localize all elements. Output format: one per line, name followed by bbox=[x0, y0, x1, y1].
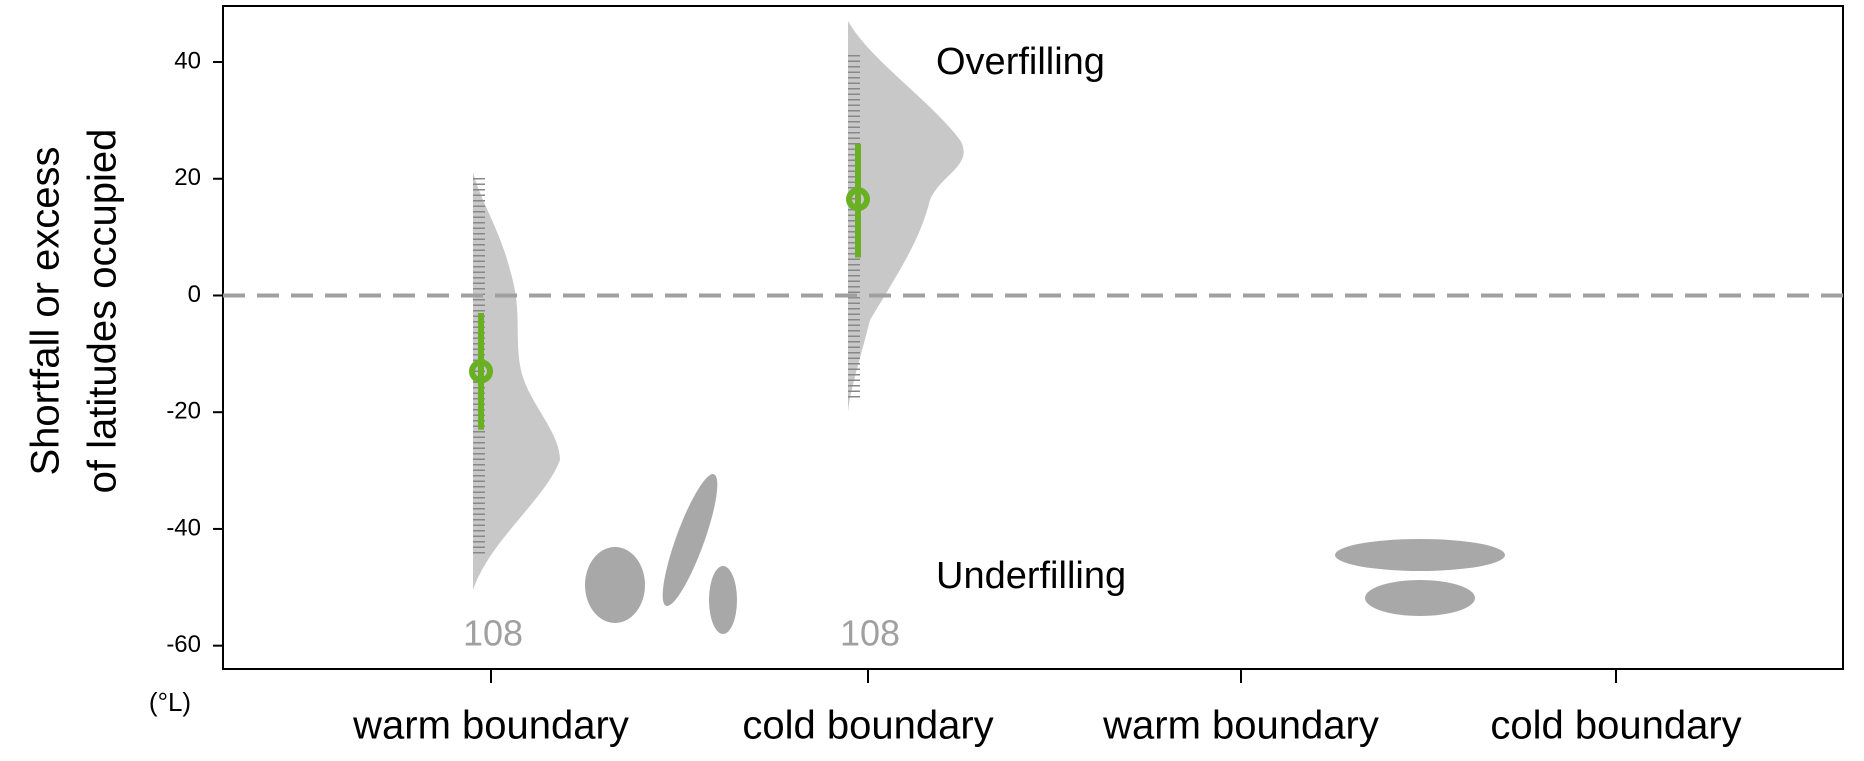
y-axis-label: of latitudes occupied bbox=[81, 129, 125, 494]
y-tick-label: 40 bbox=[174, 47, 201, 74]
annotation: Underfilling bbox=[936, 555, 1126, 597]
x-tick-label: warm boundary bbox=[1102, 704, 1379, 748]
annotation: Overfilling bbox=[936, 41, 1105, 83]
y-tick-label: -40 bbox=[166, 514, 201, 541]
y-tick-label: 0 bbox=[188, 281, 201, 308]
y-tick-label: -60 bbox=[166, 631, 201, 658]
sample-size: 108 bbox=[463, 613, 523, 654]
page: Shortfall or excess of latitudes occupie… bbox=[0, 0, 1864, 761]
y-unit: (°L) bbox=[149, 687, 191, 717]
chart: Shortfall or excess of latitudes occupie… bbox=[0, 0, 1864, 756]
y-tick-label: 20 bbox=[174, 164, 201, 191]
animal-silhouettes bbox=[585, 469, 1505, 634]
y-axis-label: Shortfall or excess bbox=[24, 146, 68, 475]
x-tick-label: warm boundary bbox=[352, 704, 629, 748]
x-tick-label: cold boundary bbox=[1490, 704, 1741, 748]
y-tick-label: -20 bbox=[166, 398, 201, 425]
x-tick-label: cold boundary bbox=[742, 704, 993, 748]
sample-size: 108 bbox=[840, 613, 900, 654]
